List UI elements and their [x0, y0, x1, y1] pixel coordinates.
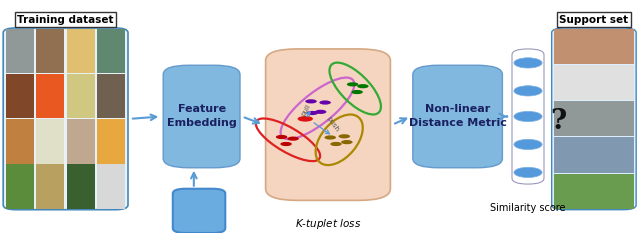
- FancyBboxPatch shape: [173, 189, 225, 233]
- Text: Training dataset: Training dataset: [17, 15, 114, 25]
- Circle shape: [276, 135, 287, 139]
- Circle shape: [330, 142, 342, 146]
- Circle shape: [347, 82, 358, 86]
- Text: Similarity score: Similarity score: [490, 203, 566, 213]
- Bar: [36, 164, 65, 209]
- Circle shape: [514, 86, 542, 96]
- Text: pull: pull: [300, 103, 312, 117]
- Circle shape: [357, 84, 369, 88]
- Circle shape: [287, 137, 299, 141]
- Text: Non-linear
Distance Metric: Non-linear Distance Metric: [409, 104, 506, 129]
- Circle shape: [315, 110, 326, 114]
- Bar: [554, 29, 634, 64]
- Circle shape: [307, 111, 318, 115]
- Text: $K$-tuplet loss: $K$-tuplet loss: [295, 217, 361, 231]
- Bar: [67, 164, 95, 209]
- FancyBboxPatch shape: [163, 65, 240, 168]
- Circle shape: [514, 58, 542, 68]
- Bar: [97, 119, 125, 164]
- FancyBboxPatch shape: [512, 49, 544, 184]
- Bar: [554, 137, 634, 173]
- Bar: [6, 119, 34, 164]
- Circle shape: [280, 142, 292, 146]
- Bar: [36, 119, 65, 164]
- FancyBboxPatch shape: [3, 28, 128, 210]
- Circle shape: [324, 135, 336, 140]
- Bar: [36, 29, 65, 73]
- Bar: [6, 29, 34, 73]
- Circle shape: [305, 99, 317, 103]
- Bar: [554, 174, 634, 209]
- Bar: [554, 101, 634, 137]
- Bar: [554, 65, 634, 100]
- Text: Feature
Embedding: Feature Embedding: [167, 104, 236, 129]
- Bar: [67, 74, 95, 118]
- Text: ?: ?: [550, 108, 567, 135]
- Bar: [6, 74, 34, 118]
- FancyBboxPatch shape: [552, 28, 636, 210]
- FancyBboxPatch shape: [266, 49, 390, 200]
- Circle shape: [351, 90, 363, 94]
- FancyBboxPatch shape: [413, 65, 502, 168]
- Bar: [97, 164, 125, 209]
- Circle shape: [298, 116, 313, 122]
- Bar: [6, 164, 34, 209]
- Circle shape: [319, 100, 331, 105]
- Circle shape: [514, 139, 542, 150]
- Bar: [36, 74, 65, 118]
- Bar: [97, 74, 125, 118]
- Bar: [67, 119, 95, 164]
- Circle shape: [514, 111, 542, 122]
- Circle shape: [514, 167, 542, 178]
- Circle shape: [341, 140, 353, 144]
- Circle shape: [339, 134, 350, 138]
- Bar: [97, 29, 125, 73]
- Bar: [67, 29, 95, 73]
- Text: push: push: [326, 115, 340, 133]
- Text: Support set: Support set: [559, 15, 628, 25]
